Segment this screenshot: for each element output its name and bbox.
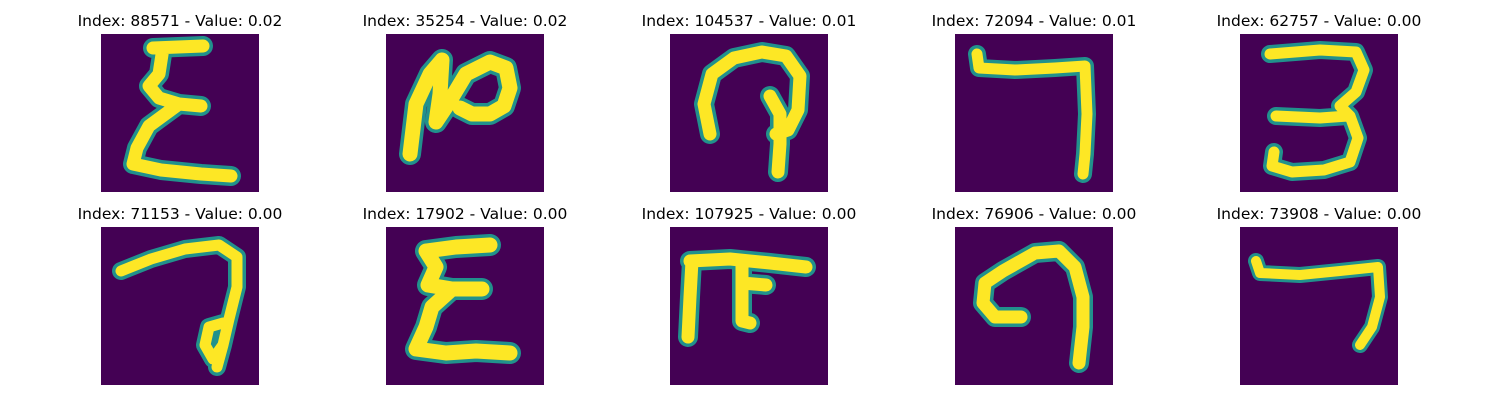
- panel-title: Index: 71153 - Value: 0.00: [77, 205, 283, 223]
- panel-title: Index: 35254 - Value: 0.02: [362, 12, 568, 30]
- panel-4: Index: 72094 - Value: 0.01: [889, 12, 1179, 202]
- panel-9: Index: 76906 - Value: 0.00: [889, 205, 1179, 395]
- panel-title: Index: 76906 - Value: 0.00: [931, 205, 1137, 223]
- panel-7: Index: 17902 - Value: 0.00: [320, 205, 610, 395]
- digit-image: [955, 34, 1113, 192]
- digit-image: [1240, 34, 1398, 192]
- panel-2: Index: 35254 - Value: 0.02: [320, 12, 610, 202]
- panel-title: Index: 72094 - Value: 0.01: [931, 12, 1137, 30]
- panel-8: Index: 107925 - Value: 0.00: [604, 205, 894, 395]
- panel-title: Index: 88571 - Value: 0.02: [77, 12, 283, 30]
- digit-image: [955, 227, 1113, 385]
- digit-image: [670, 227, 828, 385]
- panel-3: Index: 104537 - Value: 0.01: [604, 12, 894, 202]
- panel-title: Index: 62757 - Value: 0.00: [1216, 12, 1422, 30]
- panel-title: Index: 104537 - Value: 0.01: [641, 12, 857, 30]
- digit-image: [101, 34, 259, 192]
- panel-6: Index: 71153 - Value: 0.00: [35, 205, 325, 395]
- digit-image: [386, 227, 544, 385]
- digit-image: [101, 227, 259, 385]
- panel-1: Index: 88571 - Value: 0.02: [35, 12, 325, 202]
- panel-5: Index: 62757 - Value: 0.00: [1174, 12, 1464, 202]
- panel-title: Index: 73908 - Value: 0.00: [1216, 205, 1422, 223]
- panel-title: Index: 17902 - Value: 0.00: [362, 205, 568, 223]
- panel-title: Index: 107925 - Value: 0.00: [641, 205, 857, 223]
- digit-image: [670, 34, 828, 192]
- digit-image: [386, 34, 544, 192]
- digit-image: [1240, 227, 1398, 385]
- panel-10: Index: 73908 - Value: 0.00: [1174, 205, 1464, 395]
